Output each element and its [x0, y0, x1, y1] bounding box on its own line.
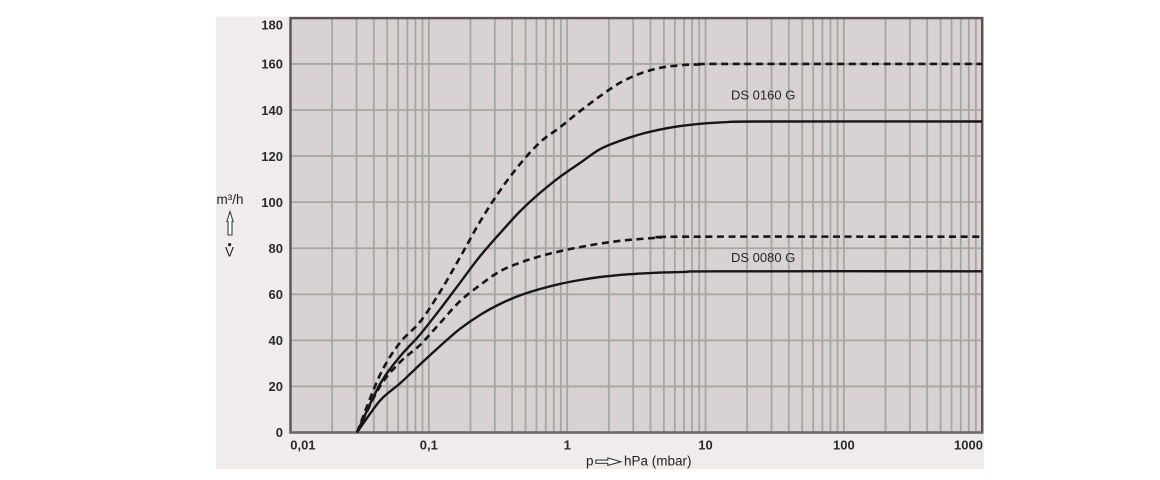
svg-text:DS 0080 G: DS 0080 G: [731, 250, 795, 265]
svg-text:40: 40: [269, 333, 283, 348]
svg-text:180: 180: [261, 18, 283, 33]
svg-text:0,1: 0,1: [420, 438, 438, 453]
svg-text:80: 80: [269, 241, 283, 256]
svg-text:60: 60: [269, 287, 283, 302]
svg-text:V: V: [225, 245, 234, 260]
svg-text:hPa (mbar): hPa (mbar): [624, 453, 692, 468]
svg-text:m³/h: m³/h: [217, 192, 244, 207]
svg-text:0,01: 0,01: [290, 438, 315, 453]
svg-text:100: 100: [261, 195, 283, 210]
svg-text:DS 0160 G: DS 0160 G: [731, 87, 795, 102]
svg-text:100: 100: [833, 438, 855, 453]
svg-text:160: 160: [261, 57, 283, 72]
svg-text:p: p: [586, 453, 594, 468]
svg-text:10: 10: [698, 438, 712, 453]
svg-text:140: 140: [261, 103, 283, 118]
svg-text:0: 0: [276, 425, 283, 440]
svg-text:1000: 1000: [954, 438, 983, 453]
svg-text:120: 120: [261, 149, 283, 164]
svg-text:20: 20: [269, 379, 283, 394]
svg-text:1: 1: [564, 438, 571, 453]
